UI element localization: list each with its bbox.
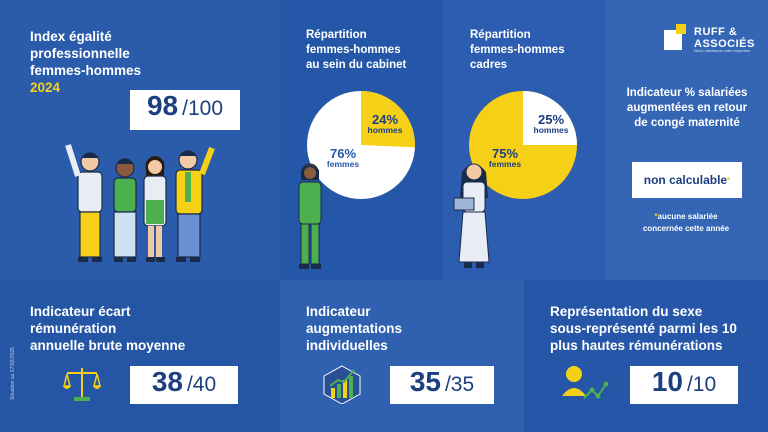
remuneration-title: Indicateur écart rémunération annuelle b…: [30, 304, 186, 353]
remuneration-score-box: 38 /40: [130, 366, 238, 404]
remuneration-score: 38: [151, 366, 183, 397]
cadres-women-label: 75% femmes: [488, 146, 522, 169]
maternity-title: Indicateur % salariées augmentées en ret…: [626, 87, 748, 129]
remuneration-max: /40: [186, 373, 217, 396]
cadres-pie: [469, 91, 577, 199]
index-score: 98: [146, 90, 179, 121]
situation-date: Situation au 27/02/2025: [10, 347, 16, 400]
person-network-icon: [562, 366, 609, 399]
cadres-title: Répartition femmes-hommes cadres: [470, 29, 565, 71]
growth-chart-icon: [323, 365, 361, 404]
cabinet-pie: [307, 91, 415, 199]
panel-augmentations: [280, 280, 524, 432]
woman-green-illustration: [298, 163, 322, 269]
representation-score: 10: [651, 366, 683, 397]
augmentations-max: /35: [444, 373, 475, 396]
maternity-value-box: non calculable *: [632, 162, 742, 198]
woman-laptop-illustration: [453, 163, 490, 268]
cabinet-pie-men-slice: [361, 91, 415, 148]
logo-mark-icon: [664, 24, 686, 50]
team-illustration: [65, 144, 215, 262]
scales-icon: [63, 368, 101, 401]
panel-remuneration: [0, 280, 280, 432]
augmentations-score: 35: [409, 366, 441, 397]
index-max: /100: [182, 97, 224, 120]
index-year: 2024: [30, 80, 61, 95]
cadres-pie-men-slice: [523, 91, 577, 145]
panel-index: [0, 0, 280, 280]
representation-score-box: 10 /10: [630, 366, 738, 404]
representation-max: /10: [686, 373, 717, 396]
representation-title: Représentation du sexe sous-représenté p…: [550, 304, 737, 353]
panel-maternity: [606, 0, 768, 280]
cabinet-men-label: 24% hommes: [367, 112, 403, 135]
cabinet-title: Répartition femmes-hommes au sein du cab…: [306, 29, 407, 71]
cabinet-women-label: 76% femmes: [326, 146, 360, 169]
ruff-associes-logo: RUFF & ASSOCIÉS Nous valorisons notre ex…: [662, 20, 754, 58]
maternity-value: non calculable: [643, 173, 728, 187]
augmentations-score-box: 35 /35: [390, 366, 494, 404]
augmentations-title: Indicateur augmentations individuelles: [306, 304, 403, 353]
index-title: Index égalité professionnelle femmes-hom…: [30, 29, 142, 95]
maternity-note: *aucune salariée concernée cette année: [642, 212, 730, 233]
maternity-star: *: [727, 175, 731, 185]
index-score-box: 98 /100: [130, 90, 240, 130]
panel-representation: [524, 280, 768, 432]
cadres-men-label: 25% hommes: [533, 112, 569, 135]
